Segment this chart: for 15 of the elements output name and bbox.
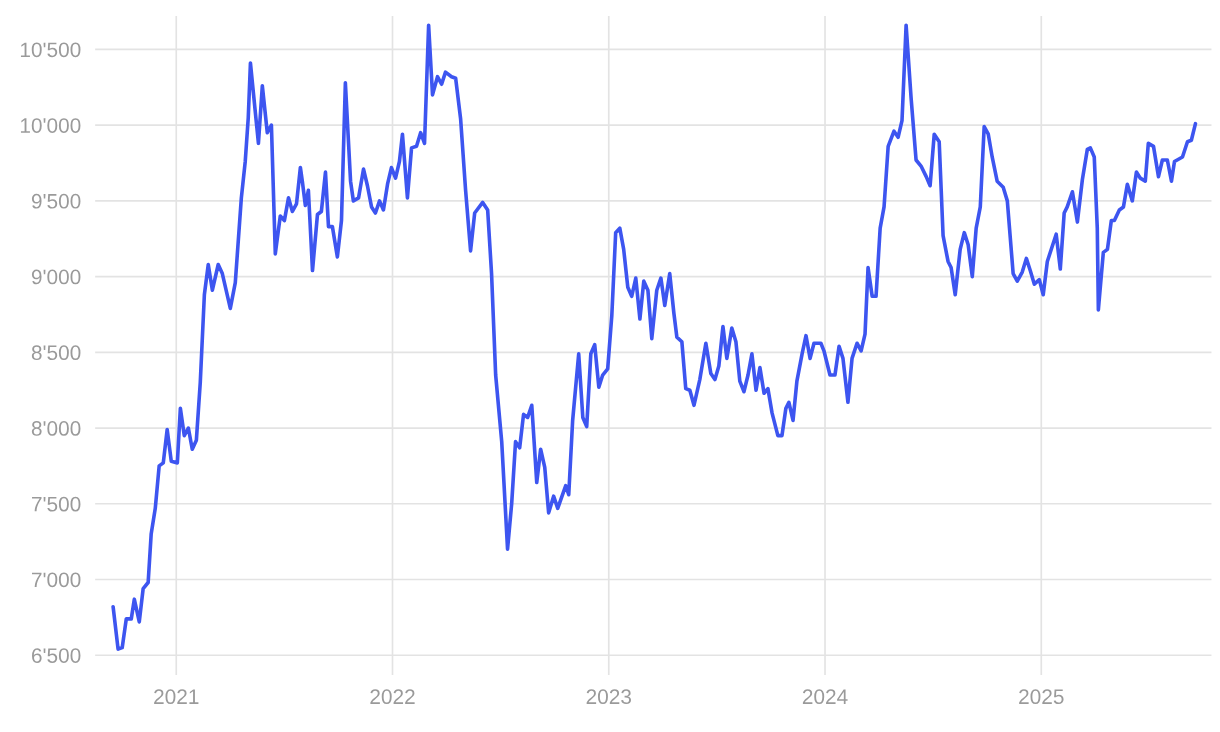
line-series [111,23,1198,651]
x-tick-label: 2021 [154,689,199,705]
y-tick-label: 8'000 [31,421,81,436]
x-tick-label: 2023 [586,689,632,705]
y-tick-label: 9'500 [31,193,81,209]
x-tick-label: 2025 [1019,689,1064,705]
y-tick-label: 6'500 [32,648,81,663]
y-tick-label: 10'000 [20,118,81,133]
y-tick-label: 10'500 [20,42,81,58]
y-tick-label: 7'000 [32,572,81,588]
x-tick-label: 2024 [802,689,848,705]
y-tick-label: 7'500 [32,496,81,512]
x-tick-label: 2022 [370,689,415,705]
y-tick-label: 8'500 [31,345,81,361]
y-tick-label: 9'000 [31,269,81,285]
